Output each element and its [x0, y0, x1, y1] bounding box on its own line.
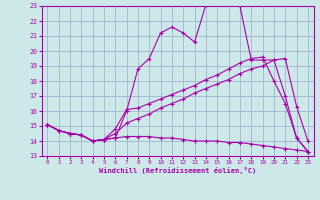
- X-axis label: Windchill (Refroidissement éolien,°C): Windchill (Refroidissement éolien,°C): [99, 167, 256, 174]
